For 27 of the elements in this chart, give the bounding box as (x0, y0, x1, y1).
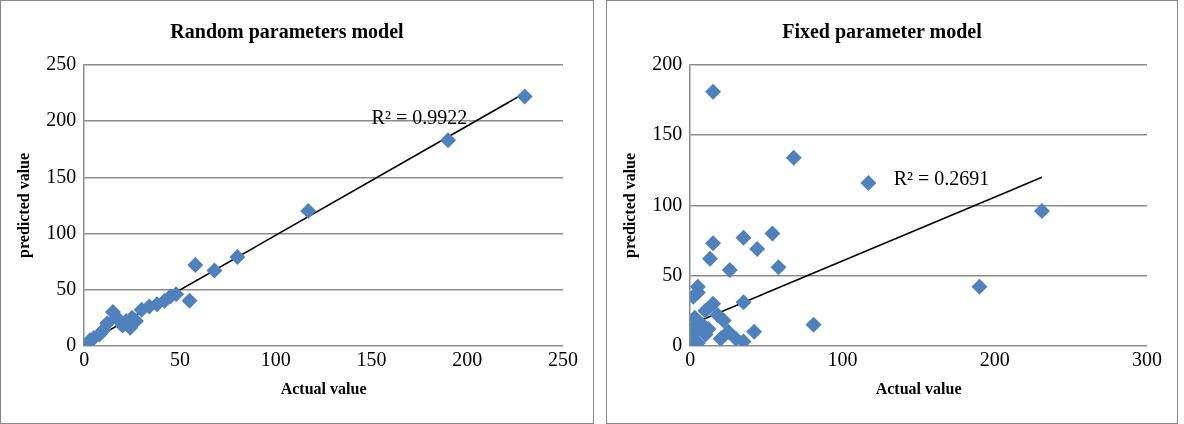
x-axis-title: Actual value (280, 379, 367, 397)
x-tick-label: 100 (260, 348, 291, 371)
y-tick-label: 250 (46, 52, 77, 75)
chart-title: Fixed parameter model (782, 20, 983, 44)
y-tick-label: 200 (46, 108, 77, 131)
y-tick-label: 50 (56, 276, 77, 299)
x-tick-label: 200 (452, 348, 483, 371)
x-tick-label: 50 (169, 348, 190, 371)
x-tick-label: 150 (356, 348, 387, 371)
x-axis-title: Actual value (875, 379, 962, 397)
y-tick-label: 150 (652, 122, 683, 145)
chart-title: Random parameters model (170, 20, 405, 44)
y-tick-label: 0 (66, 333, 77, 356)
y-axis-title: predicted value (620, 152, 639, 258)
y-tick-label: 200 (652, 52, 683, 75)
y-tick-label: 0 (672, 333, 683, 356)
annotation: R² = 0.2691 (893, 167, 990, 190)
y-tick-label: 150 (46, 164, 77, 187)
x-tick-label: 250 (548, 348, 578, 371)
y-tick-label: 100 (652, 192, 683, 215)
x-tick-label: 300 (1132, 348, 1162, 371)
x-tick-label: 100 (827, 348, 858, 371)
annotation: R² = 0.9922 (371, 105, 468, 128)
y-axis-title: predicted value (14, 152, 33, 258)
x-tick-label: 200 (979, 348, 1010, 371)
y-tick-label: 100 (46, 220, 77, 243)
y-tick-label: 50 (662, 262, 683, 285)
